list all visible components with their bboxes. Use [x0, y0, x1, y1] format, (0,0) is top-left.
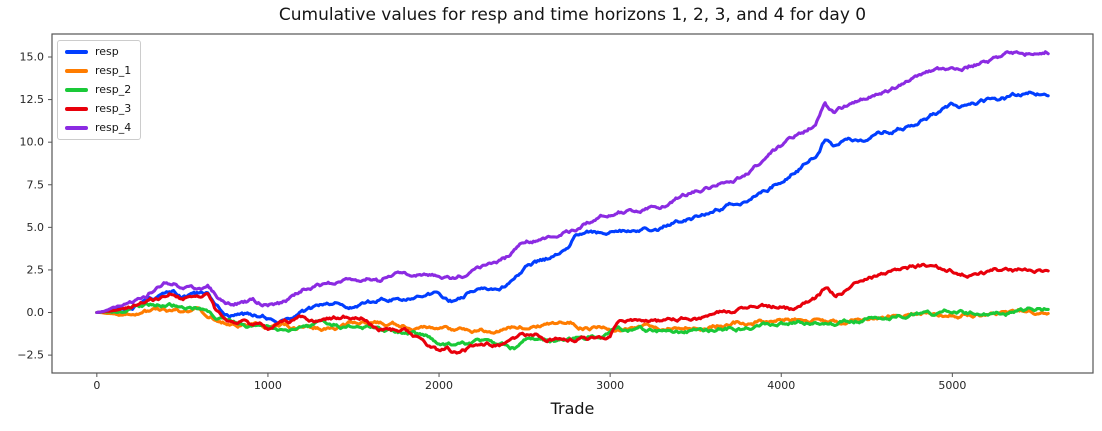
legend-entry-resp_3: resp_3	[65, 103, 131, 115]
legend-line-swatch	[65, 69, 88, 73]
series-line-resp_3	[95, 262, 1050, 355]
legend-entry-resp_1: resp_1	[65, 65, 131, 77]
y-tick-label: 15.0	[20, 50, 45, 63]
legend-line-swatch	[65, 88, 88, 92]
legend-label: resp_2	[95, 83, 132, 96]
legend-label: resp_1	[95, 64, 132, 77]
legend-label: resp	[95, 45, 119, 58]
y-tick-label: −2.5	[17, 349, 44, 362]
y-tick-label: 7.5	[27, 178, 45, 191]
legend-line-swatch	[65, 50, 88, 54]
y-tick-label: 10.0	[20, 136, 45, 149]
legend-line-swatch	[65, 126, 88, 130]
chart-title: Cumulative values for resp and time hori…	[278, 5, 867, 25]
legend-line-swatch	[65, 107, 88, 111]
x-tick-label: 1000	[254, 379, 282, 392]
x-tick-label: 0	[93, 379, 100, 392]
x-axis-label: Trade	[550, 399, 595, 418]
legend-label: resp_3	[95, 102, 132, 115]
series-line-resp	[95, 90, 1050, 325]
y-tick-label: 5.0	[27, 221, 45, 234]
axes-frame	[51, 33, 1094, 374]
legend: resp resp_1 resp_2 resp_3 resp_4	[57, 40, 142, 140]
x-tick-label: 5000	[938, 379, 966, 392]
y-tick-label: 0.0	[27, 306, 45, 319]
legend-entry-resp_4: resp_4	[65, 122, 131, 134]
series-line-resp_4	[95, 50, 1050, 315]
x-tick-label: 4000	[767, 379, 795, 392]
x-tick-label: 2000	[425, 379, 453, 392]
legend-entry-resp_2: resp_2	[65, 84, 131, 96]
series-line-resp_2	[95, 302, 1050, 351]
legend-label: resp_4	[95, 121, 132, 134]
y-tick-label: 2.5	[27, 263, 45, 276]
legend-entry-resp: resp	[65, 46, 131, 58]
x-tick-label: 3000	[596, 379, 624, 392]
y-tick-label: 12.5	[20, 93, 45, 106]
